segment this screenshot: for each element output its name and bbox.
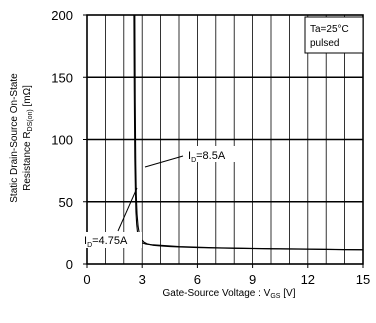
y-axis-label-line1: Static Drain-Source On-State xyxy=(9,73,20,203)
y-tick-label: 150 xyxy=(51,70,73,85)
legend: Ta=25°C pulsed xyxy=(304,16,364,54)
legend-line1: Ta=25°C xyxy=(310,24,349,35)
annotation-id-4-75a: ID=4.75A xyxy=(82,187,142,249)
y-tick-label: 100 xyxy=(51,133,73,148)
x-axis-label: Gate-Source Voltage : VGS [V] xyxy=(163,288,296,300)
annotation-label-8-5a: ID=8.5A xyxy=(188,150,226,164)
series-line-2 xyxy=(134,14,364,251)
annotation-leader-8-5a xyxy=(144,155,184,168)
y-tick-label: 0 xyxy=(66,257,73,272)
annotation-leader-4-75a xyxy=(117,187,138,232)
curves xyxy=(133,14,364,251)
x-tick-label: 9 xyxy=(249,272,256,287)
legend-line2: pulsed xyxy=(310,38,339,49)
annotation-bg-4-75a xyxy=(82,232,142,248)
legend-box xyxy=(304,16,364,54)
x-tick-label: 0 xyxy=(83,272,90,287)
x-tick-label: 3 xyxy=(139,272,146,287)
y-axis-label-line2: Resistance RDS(on) [mΩ] xyxy=(22,85,34,191)
x-tick-label: 12 xyxy=(301,272,315,287)
x-tick-label: 6 xyxy=(194,272,201,287)
grid xyxy=(87,15,363,264)
axes xyxy=(83,14,364,268)
x-tick-label: 15 xyxy=(356,272,370,287)
y-axis-label: Static Drain-Source On-State Resistance … xyxy=(9,73,34,203)
annotation-id-8-5a: ID=8.5A xyxy=(144,146,249,168)
y-tick-label: 200 xyxy=(51,8,73,23)
annotation-label-4-75a: ID=4.75A xyxy=(84,235,128,249)
annotation-bg-8-5a xyxy=(185,146,249,162)
y-tick-label: 50 xyxy=(59,195,73,210)
